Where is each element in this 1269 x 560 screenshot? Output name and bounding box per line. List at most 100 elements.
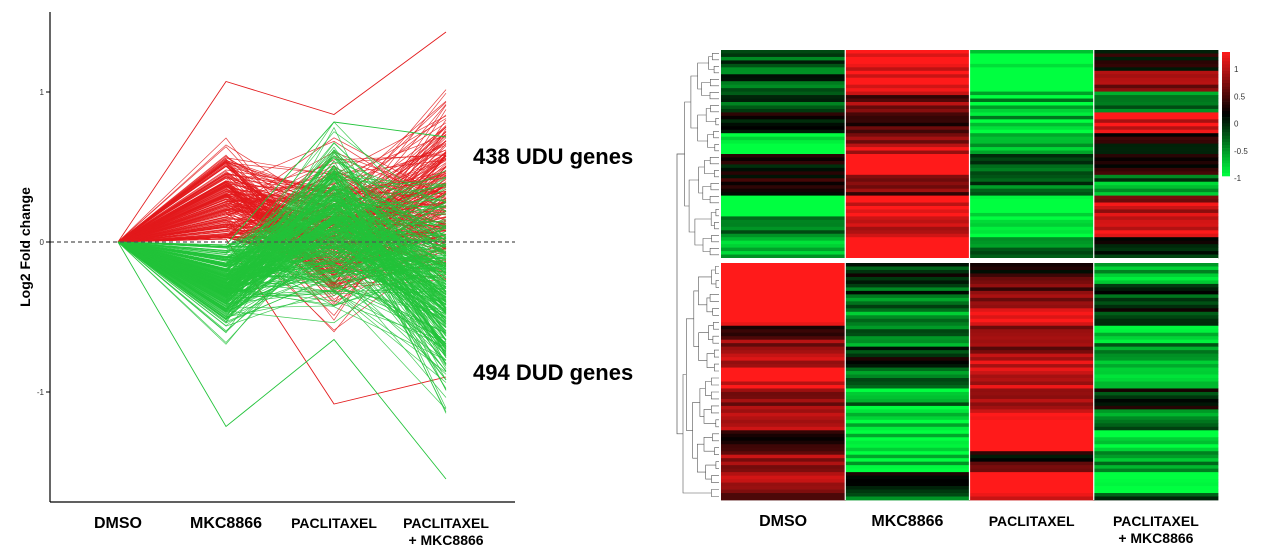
heatmap-cell (845, 199, 970, 203)
heatmap-cell (969, 53, 1095, 58)
heatmap-cell (1093, 444, 1219, 449)
heatmap-cell (1093, 465, 1219, 470)
heatmap-cell (721, 486, 846, 490)
heatmap-cell (845, 458, 970, 463)
heatmap-cell (845, 367, 970, 372)
heatmap-cell (1093, 160, 1219, 165)
heatmap-cell (969, 84, 1095, 89)
dendrogram-branch (715, 461, 719, 469)
gene-profile-line (117, 172, 447, 243)
color-scale-step (1222, 110, 1230, 115)
heatmap-cell (1093, 269, 1219, 274)
heatmap-cell (969, 458, 1095, 463)
heatmap-cell (1093, 384, 1219, 389)
heatmap-cell (969, 129, 1095, 134)
gene-profile-line (117, 206, 447, 347)
heatmap-cell (845, 444, 970, 449)
heatmap-cell (969, 311, 1095, 316)
heatmap-cell (969, 192, 1095, 196)
heatmap-cell (845, 311, 970, 316)
heatmap-cell (969, 230, 1095, 235)
heatmap-cell (721, 266, 846, 271)
color-scale-step (1222, 135, 1230, 140)
heatmap-cell (721, 280, 846, 285)
heatmap-cell (845, 269, 970, 274)
heatmap-cell (1093, 440, 1219, 445)
heatmap-cell (845, 426, 970, 431)
heatmap-cell (969, 371, 1095, 375)
heatmap-cell (1093, 150, 1219, 155)
color-scale-step (1222, 92, 1230, 96)
dendrogram-branch (697, 62, 709, 90)
heatmap-cell (721, 98, 846, 103)
dendrogram-branch (705, 108, 716, 122)
color-scale-step (1222, 89, 1230, 93)
heatmap-cell (1093, 266, 1219, 271)
heatmap-cell (721, 395, 846, 400)
heatmap-cell (845, 105, 970, 110)
heatmap-cell (721, 479, 846, 483)
dendrogram-branch (714, 222, 719, 230)
heatmap-cell (721, 223, 846, 228)
color-scale-step (1222, 123, 1230, 127)
heatmap-cell (845, 391, 970, 396)
heatmap-cell (845, 412, 970, 417)
heatmap-cell (1093, 212, 1219, 217)
heatmap-cell (721, 212, 846, 217)
heatmap-cell (969, 489, 1095, 494)
heatmap-cell (845, 409, 970, 414)
heatmap-cell (721, 398, 846, 403)
gene-profile-line (117, 115, 447, 243)
heatmap-cell (1093, 174, 1219, 179)
heatmap-cell (845, 209, 970, 214)
dendrogram-branch (706, 297, 713, 313)
heatmap-cell (721, 489, 846, 494)
heatmap-cell (969, 447, 1095, 452)
gene-profile-line (117, 182, 447, 243)
heatmap-cell (721, 233, 846, 238)
heatmap-cell (845, 381, 970, 386)
heatmap-cell (969, 308, 1095, 313)
color-scale-step (1222, 76, 1230, 81)
heatmap-cell (845, 496, 970, 501)
y-ticks: 1 0 -1 (37, 88, 50, 397)
heatmap-cell (1093, 475, 1219, 480)
heatmap-cell (845, 133, 970, 138)
x-category-label: PACLITAXEL (291, 515, 377, 531)
heatmap-cell (721, 350, 846, 355)
heatmap-cell (1093, 143, 1219, 148)
color-scale-step (1222, 169, 1230, 174)
heatmap-cell (721, 416, 846, 421)
heatmap-cell (721, 251, 846, 255)
gene-profile-line (117, 241, 447, 361)
heatmap-cell (721, 164, 846, 169)
gene-profile-line (117, 220, 447, 321)
heatmap-cell (1093, 433, 1219, 438)
gene-profile-line (117, 167, 447, 299)
heatmap-cell (1093, 381, 1219, 386)
heatmap-cell (1093, 353, 1219, 358)
heatmap-cell (1093, 332, 1219, 337)
color-scale-step (1222, 73, 1230, 78)
heatmap-cell (969, 297, 1095, 302)
heatmap-cell (1093, 60, 1219, 65)
dendrogram-branch (714, 363, 719, 372)
heatmap-cell (1093, 283, 1219, 288)
heatmap-cell (721, 322, 846, 327)
heatmap-cell (845, 339, 970, 344)
heatmap-cell (845, 240, 970, 245)
heatmap-cell (721, 167, 846, 172)
heatmap-cell (845, 223, 970, 228)
heatmap-cell (1093, 181, 1219, 186)
heatmap-cell (969, 409, 1095, 414)
heatmap-cell (1093, 223, 1219, 228)
heatmap-cell (721, 216, 846, 221)
heatmap-cell (721, 199, 846, 203)
heatmap-cell (721, 219, 846, 224)
heatmap-cell (721, 188, 846, 193)
dendrogram-branch (709, 92, 719, 100)
dendrogram-branch (710, 212, 716, 226)
heatmap-cell (969, 181, 1095, 186)
heatmap-cell (1093, 493, 1219, 497)
